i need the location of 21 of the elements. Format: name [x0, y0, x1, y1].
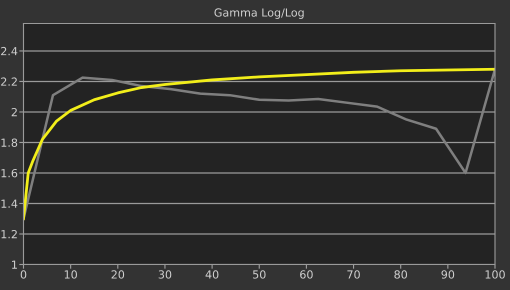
x-tick-label: 60 [300, 270, 313, 279]
chart-title: Gamma Log/Log [214, 8, 304, 19]
y-tick-label: 1.2 [1, 230, 17, 238]
y-tick-label: 2.4 [1, 46, 18, 56]
x-tick-label: 80 [394, 270, 408, 279]
x-tick-label: 70 [347, 270, 360, 279]
x-tick-label: 50 [253, 270, 266, 279]
y-tick-label: 2.2 [1, 77, 17, 86]
x-tick-label: 20 [112, 270, 124, 279]
x-tick-label: 0 [20, 270, 26, 279]
x-tick-label: 100 [486, 270, 505, 279]
y-tick-label: 1.8 [1, 138, 18, 147]
line-series [24, 68, 495, 220]
y-tick-label: 1.6 [1, 168, 18, 178]
y-tick-label: 1 [12, 260, 17, 269]
y-tick-label: 1.4 [1, 200, 18, 208]
x-tick-label: 90 [441, 270, 454, 279]
x-tick-label: 30 [158, 270, 172, 279]
x-tick-label: 10 [64, 270, 77, 279]
x-tick-label: 40 [206, 270, 218, 279]
y-tick-label: 2 [12, 108, 17, 116]
